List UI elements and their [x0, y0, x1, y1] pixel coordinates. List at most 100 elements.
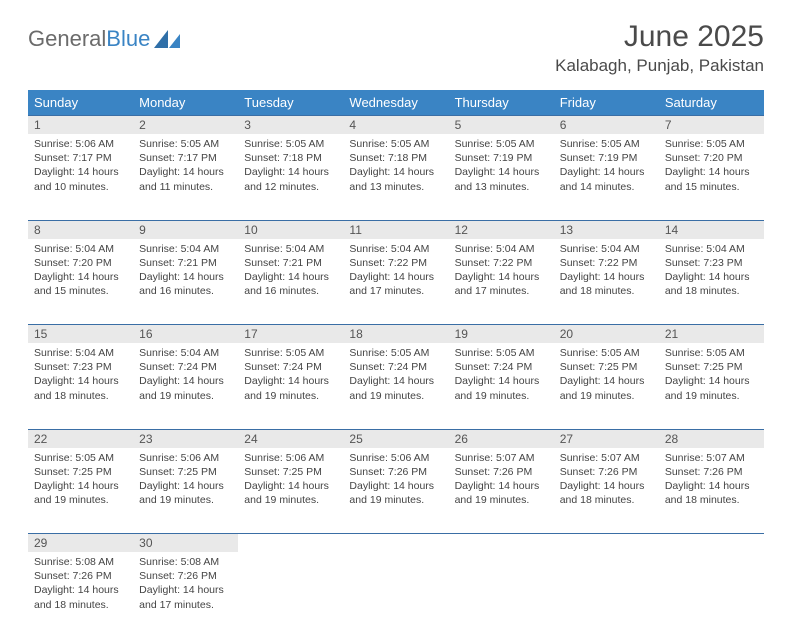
day-number-cell: 20 [554, 325, 659, 344]
day-info-cell: Sunrise: 5:06 AMSunset: 7:26 PMDaylight:… [343, 448, 448, 534]
day-number-cell: 17 [238, 325, 343, 344]
day-number-cell: 4 [343, 116, 448, 135]
day-number-cell: 7 [659, 116, 764, 135]
day-number-cell: 22 [28, 429, 133, 448]
day-number-cell: 8 [28, 220, 133, 239]
sunrise-line: Sunrise: 5:05 AM [455, 137, 548, 151]
sunset-line: Sunset: 7:26 PM [665, 465, 758, 479]
day-info-row: Sunrise: 5:04 AMSunset: 7:20 PMDaylight:… [28, 239, 764, 325]
day-number-cell: 5 [449, 116, 554, 135]
day-number-cell: 28 [659, 429, 764, 448]
sunset-line: Sunset: 7:21 PM [244, 256, 337, 270]
day-number-cell: 25 [343, 429, 448, 448]
day-number-cell [449, 534, 554, 553]
sunrise-line: Sunrise: 5:05 AM [665, 346, 758, 360]
day-info-cell: Sunrise: 5:07 AMSunset: 7:26 PMDaylight:… [659, 448, 764, 534]
weekday-header: Thursday [449, 90, 554, 116]
sunrise-line: Sunrise: 5:04 AM [560, 242, 653, 256]
daylight-line: Daylight: 14 hours and 17 minutes. [455, 270, 548, 298]
daylight-line: Daylight: 14 hours and 18 minutes. [34, 374, 127, 402]
day-info-cell: Sunrise: 5:06 AMSunset: 7:25 PMDaylight:… [133, 448, 238, 534]
sunset-line: Sunset: 7:24 PM [244, 360, 337, 374]
day-info-cell: Sunrise: 5:07 AMSunset: 7:26 PMDaylight:… [554, 448, 659, 534]
weekday-header: Monday [133, 90, 238, 116]
sunset-line: Sunset: 7:22 PM [560, 256, 653, 270]
day-number-cell: 13 [554, 220, 659, 239]
day-info-cell: Sunrise: 5:04 AMSunset: 7:22 PMDaylight:… [343, 239, 448, 325]
day-info-row: Sunrise: 5:05 AM Sunset: 7:25 PM Daylight:… [28, 448, 764, 534]
sunset-line: Sunset: 7:19 PM [455, 151, 548, 165]
sunrise-line: Sunrise: 5:05 AM [34, 451, 127, 465]
sunset-line: Sunset: 7:26 PM [455, 465, 548, 479]
location: Kalabagh, Punjab, Pakistan [555, 56, 764, 76]
sunrise-line: Sunrise: 5:05 AM [244, 346, 337, 360]
daylight-line: Daylight: 14 hours and 14 minutes. [560, 165, 653, 193]
daylight-line: Daylight: 14 hours and 16 minutes. [139, 270, 232, 298]
daylight-line: Daylight: 14 hours and 19 minutes. [349, 479, 442, 507]
sunset-line: Sunset: 7:22 PM [455, 256, 548, 270]
day-number-cell [554, 534, 659, 553]
day-number-cell: 26 [449, 429, 554, 448]
daylight-line: Daylight: 14 hours and 19 minutes. [34, 479, 127, 507]
daylight-line: Daylight: 14 hours and 18 minutes. [560, 479, 653, 507]
daylight-line: Daylight: 14 hours and 19 minutes. [560, 374, 653, 402]
sunrise-line: Sunrise: 5:04 AM [34, 346, 127, 360]
sunrise-line: Sunrise: 5:06 AM [139, 451, 232, 465]
day-number-cell: 24 [238, 429, 343, 448]
day-number-row: 22232425262728 [28, 429, 764, 448]
logo-sail-icon [154, 30, 180, 48]
day-number-cell: 10 [238, 220, 343, 239]
sunset-line: Sunset: 7:17 PM [34, 151, 127, 165]
sunset-line: Sunset: 7:22 PM [349, 256, 442, 270]
sunset-line: Sunset: 7:24 PM [349, 360, 442, 374]
sunrise-line: Sunrise: 5:05 AM [455, 346, 548, 360]
daylight-line: Daylight: 14 hours and 19 minutes. [244, 374, 337, 402]
day-info-row: Sunrise: 5:04 AMSunset: 7:23 PMDaylight:… [28, 343, 764, 429]
daylight-line: Daylight: 14 hours and 18 minutes. [560, 270, 653, 298]
day-info-cell: Sunrise: 5:05 AMSunset: 7:20 PMDaylight:… [659, 134, 764, 220]
sunrise-line: Sunrise: 5:07 AM [560, 451, 653, 465]
day-info-cell: Sunrise: 5:05 AMSunset: 7:24 PMDaylight:… [238, 343, 343, 429]
sunrise-line: Sunrise: 5:07 AM [455, 451, 548, 465]
daylight-line: Daylight: 14 hours and 18 minutes. [665, 479, 758, 507]
daylight-line: Daylight: 14 hours and 19 minutes. [139, 374, 232, 402]
day-number-row: 1234567 [28, 116, 764, 135]
month-title: June 2025 [555, 20, 764, 54]
sunrise-line: Sunrise: 5:05 AM [349, 137, 442, 151]
daylight-line: Daylight: 14 hours and 15 minutes. [34, 270, 127, 298]
day-info-cell: Sunrise: 5:06 AMSunset: 7:17 PMDaylight:… [28, 134, 133, 220]
sunset-line: Sunset: 7:26 PM [34, 569, 127, 583]
sunrise-line: Sunrise: 5:04 AM [665, 242, 758, 256]
daylight-line: Daylight: 14 hours and 19 minutes. [665, 374, 758, 402]
day-number-cell: 15 [28, 325, 133, 344]
day-info-cell: Sunrise: 5:05 AMSunset: 7:25 PMDaylight:… [28, 448, 133, 534]
day-info-cell [554, 552, 659, 638]
daylight-line: Daylight: 14 hours and 13 minutes. [349, 165, 442, 193]
sunrise-line: Sunrise: 5:05 AM [560, 137, 653, 151]
sunrise-line: Sunrise: 5:06 AM [244, 451, 337, 465]
day-info-cell: Sunrise: 5:05 AMSunset: 7:19 PMDaylight:… [554, 134, 659, 220]
sunset-line: Sunset: 7:20 PM [34, 256, 127, 270]
header: GeneralBlue June 2025 Kalabagh, Punjab, … [28, 20, 764, 76]
daylight-line: Daylight: 14 hours and 16 minutes. [244, 270, 337, 298]
day-number-row: 891011121314 [28, 220, 764, 239]
logo-text-general: General [28, 26, 106, 52]
sunrise-line: Sunrise: 5:04 AM [349, 242, 442, 256]
day-info-cell: Sunrise: 5:04 AMSunset: 7:20 PMDaylight:… [28, 239, 133, 325]
day-info-cell: Sunrise: 5:06 AMSunset: 7:25 PMDaylight:… [238, 448, 343, 534]
day-info-cell: Sunrise: 5:04 AMSunset: 7:22 PMDaylight:… [449, 239, 554, 325]
weekday-header: Wednesday [343, 90, 448, 116]
sunrise-line: Sunrise: 5:08 AM [139, 555, 232, 569]
daylight-line: Daylight: 14 hours and 17 minutes. [349, 270, 442, 298]
sunrise-line: Sunrise: 5:06 AM [349, 451, 442, 465]
daylight-line: Daylight: 14 hours and 11 minutes. [139, 165, 232, 193]
day-number-cell: 6 [554, 116, 659, 135]
daylight-line: Daylight: 14 hours and 12 minutes. [244, 165, 337, 193]
sunset-line: Sunset: 7:25 PM [139, 465, 232, 479]
sunset-line: Sunset: 7:25 PM [244, 465, 337, 479]
sunrise-line: Sunrise: 5:08 AM [34, 555, 127, 569]
sunset-line: Sunset: 7:25 PM [560, 360, 653, 374]
sunset-line: Sunset: 7:17 PM [139, 151, 232, 165]
sunrise-line: Sunrise: 5:05 AM [349, 346, 442, 360]
weekday-header-row: Sunday Monday Tuesday Wednesday Thursday… [28, 90, 764, 116]
